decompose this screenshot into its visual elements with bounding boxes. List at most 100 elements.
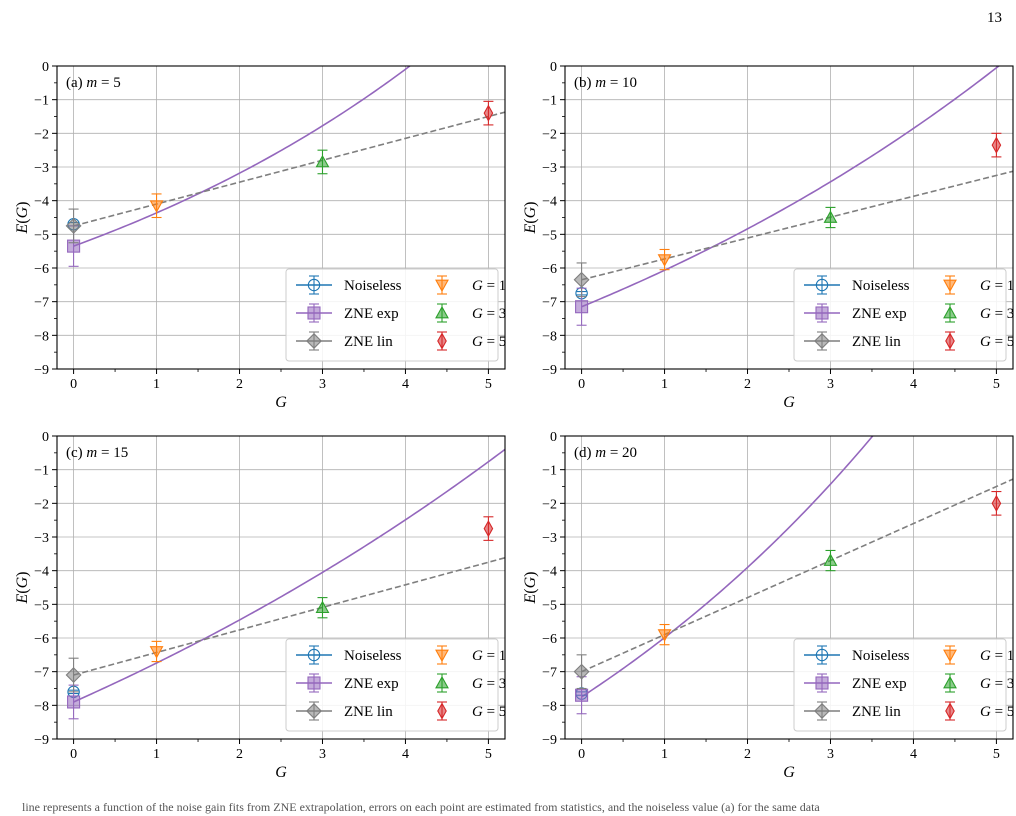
y-axis-label: E(G) <box>14 202 31 235</box>
x-tick-label: 5 <box>993 747 1000 762</box>
legend-label-noiseless: Noiseless <box>344 278 402 294</box>
y-tick-label: −9 <box>34 363 49 378</box>
point-g5 <box>991 132 1002 158</box>
legend-entry-g1: G = 1 <box>943 275 1014 295</box>
chart-svg: 0 1 2 3 4 5 0 −1 −2 −3 −4 −5 −6 −7 −8 −9 G E(G) (a) m = 5 N… <box>14 60 506 411</box>
legend-entry-noiseless: Noiseless <box>804 275 910 295</box>
y-tick-label: −3 <box>542 161 557 176</box>
legend-entry-g1: G = 1 <box>943 645 1014 665</box>
legend-label-g1: G = 1 <box>980 278 1014 294</box>
legend-label-g1: G = 1 <box>472 278 506 294</box>
marker-g3 <box>823 553 838 566</box>
legend-marker-g5 <box>945 702 955 720</box>
y-tick-label: −4 <box>34 195 49 210</box>
legend-label-zne_exp: ZNE exp <box>852 306 907 322</box>
point-g3 <box>315 149 330 175</box>
zne-exp-fit-line <box>581 66 1001 308</box>
zne-exp-fit-line <box>73 66 412 247</box>
legend-label-noiseless: Noiseless <box>852 278 910 294</box>
legend-marker-noiseless <box>815 278 829 292</box>
x-axis-label: G <box>275 394 287 411</box>
axes: 0 1 2 3 4 5 0 −1 −2 −3 −4 −5 −6 −7 −8 −9 <box>34 60 492 392</box>
x-tick-label: 2 <box>744 377 751 392</box>
data-points <box>573 491 1002 715</box>
legend-marker-g5 <box>945 332 955 350</box>
point-zne_lin <box>573 262 590 298</box>
y-tick-label: −3 <box>34 531 49 546</box>
marker-g3 <box>315 154 330 168</box>
legend-entry-g3: G = 3 <box>435 303 506 323</box>
y-tick-label: −5 <box>34 598 49 613</box>
x-tick-label: 0 <box>70 747 77 762</box>
y-axis-label: E(G) <box>522 202 539 235</box>
marker-zne_lin <box>65 217 82 234</box>
x-tick-label: 2 <box>236 747 243 762</box>
legend-label-zne_exp: ZNE exp <box>852 676 907 692</box>
marker-g5 <box>991 494 1002 512</box>
point-zne_lin <box>65 657 82 693</box>
legend-label-zne_lin: ZNE lin <box>852 334 901 350</box>
zne-exp-fit-line <box>581 436 874 698</box>
legend-entry-zne_lin: ZNE lin <box>804 701 901 721</box>
page-number: 13 <box>987 10 1002 26</box>
y-axis-label: E(G) <box>14 572 31 605</box>
y-tick-label: −5 <box>34 228 49 243</box>
point-zne_exp <box>575 676 589 715</box>
x-tick-label: 3 <box>319 747 326 762</box>
legend-entry-zne_exp: ZNE exp <box>296 673 399 693</box>
y-tick-label: −1 <box>34 464 49 479</box>
marker-g5 <box>483 519 494 538</box>
panel-label: (b) m = 10 <box>574 75 637 91</box>
legend-label-zne_exp: ZNE exp <box>344 306 399 322</box>
legend-label-g5: G = 5 <box>980 334 1014 350</box>
point-g1 <box>149 640 164 663</box>
y-tick-label: −1 <box>34 94 49 109</box>
zne-lin-fit-line <box>73 556 505 676</box>
x-tick-label: 0 <box>578 377 585 392</box>
x-tick-label: 5 <box>993 377 1000 392</box>
y-tick-label: −7 <box>542 666 557 681</box>
plot-frame <box>56 435 506 740</box>
y-tick-label: −3 <box>542 531 557 546</box>
legend: Noiseless ZNE exp ZNE lin G = 1 G = 3 G = 5 <box>285 638 506 732</box>
y-tick-label: −8 <box>34 329 49 344</box>
legend-marker-g5 <box>437 332 447 350</box>
legend-marker-zne_lin <box>814 703 830 719</box>
legend-label-noiseless: Noiseless <box>344 648 402 664</box>
plot-frame <box>564 435 1014 740</box>
legend-label-zne_lin: ZNE lin <box>852 704 901 720</box>
fit-curves <box>73 66 505 247</box>
legend-marker-g3 <box>943 305 957 319</box>
y-tick-label: −5 <box>542 598 557 613</box>
y-tick-label: −4 <box>34 565 49 580</box>
legend-entry-zne_lin: ZNE lin <box>804 331 901 351</box>
x-tick-label: 1 <box>153 377 160 392</box>
axes: 0 1 2 3 4 5 0 −1 −2 −3 −4 −5 −6 −7 −8 −9 <box>542 430 1000 762</box>
legend-marker-g5 <box>437 702 447 720</box>
fit-curves <box>581 66 1013 308</box>
y-tick-label: −4 <box>542 195 557 210</box>
legend-marker-zne_exp <box>307 306 321 320</box>
marker-g1 <box>149 200 164 213</box>
y-tick-label: −1 <box>542 464 557 479</box>
point-g5 <box>483 100 494 126</box>
marker-zne_exp <box>575 688 589 702</box>
legend-entry-g5: G = 5 <box>437 331 506 351</box>
legend-label-zne_lin: ZNE lin <box>344 334 393 350</box>
x-axis-label: G <box>783 394 795 411</box>
point-g1 <box>657 623 672 646</box>
zne-exp-fit-line <box>73 448 505 703</box>
y-tick-label: −8 <box>34 699 49 714</box>
legend-entry-g1: G = 1 <box>435 645 506 665</box>
marker-g1 <box>149 646 164 659</box>
zne-lin-fit-line <box>581 170 1013 281</box>
chart-svg: 0 1 2 3 4 5 0 −1 −2 −3 −4 −5 −6 −7 −8 −9 G E(G) (b) m = 10… <box>522 60 1014 411</box>
x-tick-label: 5 <box>485 747 492 762</box>
y-axis-label: E(G) <box>522 572 539 605</box>
fit-curves <box>73 448 505 703</box>
marker-g1 <box>657 629 672 642</box>
x-tick-label: 3 <box>319 377 326 392</box>
marker-g3 <box>823 210 838 223</box>
legend-marker-g3 <box>943 675 957 689</box>
y-tick-label: −8 <box>542 699 557 714</box>
